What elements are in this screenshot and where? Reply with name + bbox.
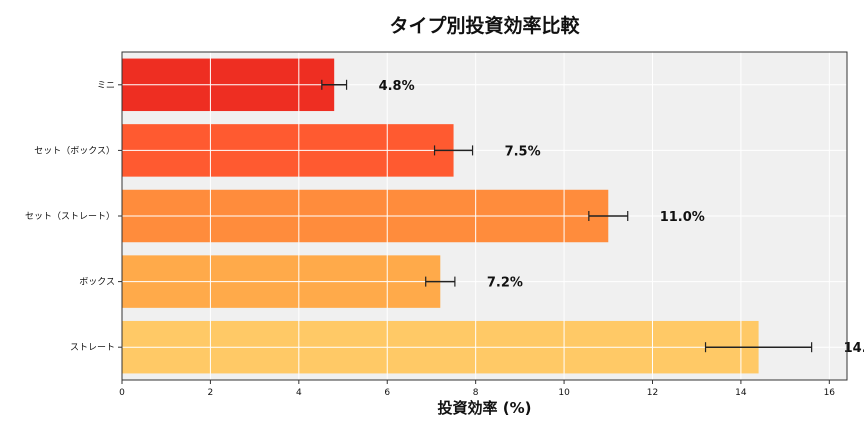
x-tick-label: 0 <box>119 388 125 398</box>
x-tick-label: 4 <box>296 388 302 398</box>
y-tick-label: ボックス <box>79 277 115 288</box>
x-tick-label: 14 <box>735 388 747 398</box>
x-tick-label: 6 <box>384 388 390 398</box>
axes-frame <box>121 51 848 381</box>
data-label: 11.0% <box>660 210 705 225</box>
x-tick-label: 2 <box>208 388 214 398</box>
x-tick-label: 16 <box>824 388 836 398</box>
x-tick-label: 8 <box>473 388 479 398</box>
x-axis-label: 投資効率 (%) <box>438 399 532 417</box>
x-tick-label: 12 <box>647 388 658 398</box>
chart-title: タイプ別投資効率比較 <box>389 14 580 37</box>
data-label: 4.8% <box>379 79 415 94</box>
y-tick-label: セット（ストレート） <box>25 211 115 222</box>
y-tick-label: ミニ <box>97 81 115 91</box>
y-tick-label: ストレート <box>70 343 115 353</box>
x-tick-label: 10 <box>558 388 570 398</box>
y-tick-label: セット（ボックス） <box>34 145 115 156</box>
data-label: 7.2% <box>487 276 523 291</box>
data-label: 14.4% <box>844 341 864 356</box>
data-label: 7.5% <box>505 144 541 159</box>
